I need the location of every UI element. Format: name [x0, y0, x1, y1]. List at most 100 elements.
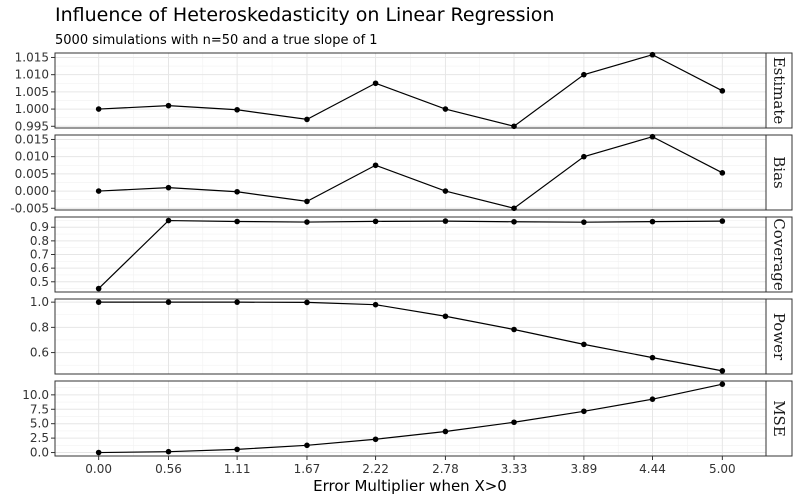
data-point	[719, 368, 726, 374]
y-tick-label: 0.9	[30, 220, 49, 234]
data-point	[442, 313, 449, 320]
x-tick-label: 0.56	[155, 462, 182, 476]
y-tick-label: 0.7	[30, 248, 49, 262]
panel-coverage: 0.50.60.70.80.9 Coverage	[30, 216, 793, 293]
panel-mse: 0.02.55.07.510.0 MSE	[22, 380, 793, 460]
series-line-mse	[98, 383, 723, 454]
x-tick-label: 3.33	[501, 462, 528, 476]
y-tick-label: 2.5	[30, 431, 49, 445]
x-tick-label: 1.67	[294, 462, 321, 476]
data-point	[649, 133, 656, 140]
x-axis: 0.00 0.56 1.11 1.67 2.22 2.78 3.33 3.89 4.44 5.00	[85, 456, 736, 476]
data-point	[581, 153, 587, 160]
y-tick-label: 7.5	[30, 402, 49, 416]
facet-strip	[765, 52, 793, 129]
data-point	[304, 299, 310, 306]
y-tick-label: 0.995	[15, 119, 49, 133]
data-point	[304, 442, 310, 449]
facet-strip-label: MSE	[770, 400, 788, 437]
facet-strip-label: Bias	[770, 156, 788, 188]
y-tick-label: 1.000	[15, 102, 49, 116]
data-point	[95, 285, 102, 292]
data-point	[649, 354, 656, 361]
y-tick-label: 1.010	[15, 68, 49, 82]
data-point	[372, 301, 379, 308]
facet-strip	[765, 216, 793, 293]
data-point	[234, 106, 240, 113]
data-point	[719, 88, 726, 94]
data-point	[165, 217, 172, 224]
series-line-coverage	[98, 219, 723, 290]
y-tick-label: 0.6	[30, 346, 49, 360]
x-tick-label: 5.00	[709, 462, 736, 476]
y-tick-label: 0.015	[15, 132, 49, 146]
y-tick-label: 0.8	[30, 234, 49, 248]
data-point	[372, 436, 379, 443]
data-point	[304, 116, 310, 123]
data-point	[304, 198, 310, 205]
data-point	[581, 71, 587, 78]
panel-estimate: 0.995 1.000 1.005 1.010 1.015 Estimate	[15, 50, 793, 133]
data-point	[234, 218, 240, 225]
panel-power: 0.6 0.8 1.0 Power	[30, 295, 793, 375]
x-tick-label: 2.78	[432, 462, 459, 476]
data-point	[511, 123, 517, 130]
y-tick-label: -0.005	[10, 201, 49, 215]
data-point	[442, 188, 449, 194]
y-tick-label: 1.005	[15, 85, 49, 99]
data-point	[165, 184, 172, 191]
y-tick-label: 0.000	[15, 184, 49, 198]
data-point	[719, 218, 726, 224]
data-point	[165, 448, 172, 455]
data-point	[234, 299, 240, 305]
data-point	[719, 381, 726, 387]
x-tick-label: 4.44	[639, 462, 666, 476]
series-line-power	[98, 301, 723, 372]
data-point	[165, 102, 172, 109]
data-point	[304, 219, 310, 225]
y-tick-label: 0.5	[30, 275, 49, 289]
data-point	[649, 218, 656, 225]
x-tick-label: 2.22	[362, 462, 389, 476]
y-tick-label: 5.0	[30, 417, 49, 431]
panel-bias: -0.005 0.000 0.005 0.010 0.015 Bias	[10, 132, 793, 215]
data-point	[511, 326, 517, 333]
y-tick-label: 0.8	[30, 320, 49, 334]
chart-subtitle: 5000 simulations with n=50 and a true sl…	[55, 33, 378, 48]
x-tick-label: 1.11	[224, 462, 251, 476]
data-point	[95, 188, 102, 194]
data-point	[511, 205, 517, 212]
y-tick-label: 0.0	[30, 446, 49, 460]
data-point	[719, 170, 726, 176]
data-point	[165, 299, 172, 305]
data-point	[442, 106, 449, 112]
data-point	[511, 218, 517, 225]
y-tick-label: 0.6	[30, 261, 49, 275]
y-tick-label: 1.0	[30, 295, 49, 309]
chart-title: Influence of Heteroskedasticity on Linea…	[55, 4, 554, 26]
facet-strip-label: Coverage	[770, 218, 788, 291]
data-point	[95, 299, 102, 305]
y-tick-label: 0.005	[15, 167, 49, 181]
facet-strip	[765, 298, 793, 375]
data-point	[511, 419, 517, 426]
data-point	[442, 218, 449, 224]
facet-strip	[765, 380, 793, 457]
y-tick-label: 1.015	[15, 50, 49, 64]
data-point	[372, 80, 379, 87]
y-tick-label: 0.010	[15, 150, 49, 164]
data-point	[95, 106, 102, 112]
series-line-estimate	[98, 54, 723, 127]
data-point	[581, 219, 587, 225]
facet-strip-label: Power	[770, 313, 788, 361]
series-line-bias	[98, 136, 723, 209]
data-point	[581, 341, 587, 348]
x-tick-label: 3.89	[571, 462, 598, 476]
facet-strip	[765, 134, 793, 211]
data-point	[234, 446, 240, 453]
data-point	[442, 428, 449, 435]
data-point	[372, 218, 379, 225]
x-tick-label: 0.00	[85, 462, 112, 476]
